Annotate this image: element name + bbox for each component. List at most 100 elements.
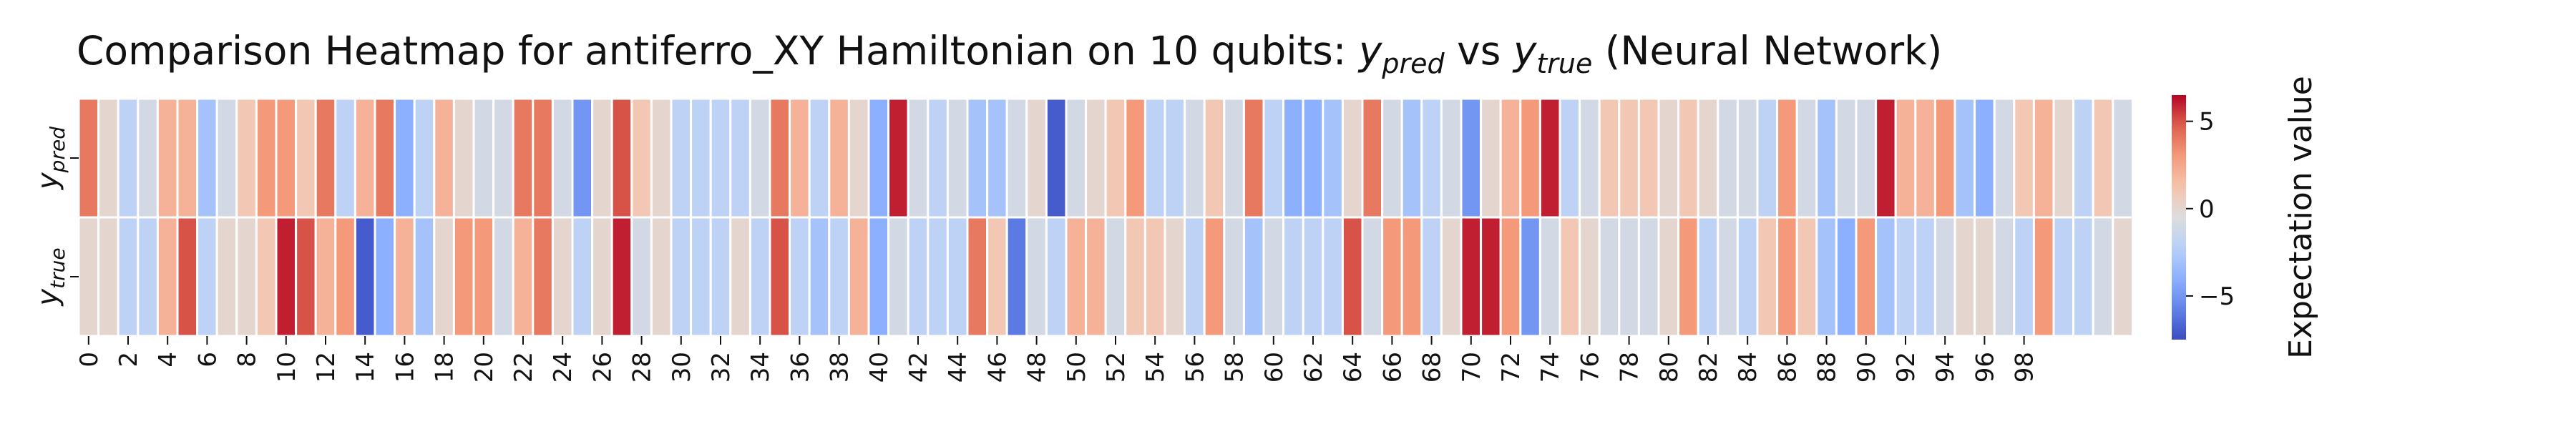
heatmap-cell (492, 216, 514, 337)
heatmap-cell (729, 216, 751, 337)
heatmap-cell (847, 216, 870, 337)
heatmap-cell (1598, 216, 1621, 337)
x-tick-label: 74 (1536, 352, 1565, 383)
heatmap-cell (1677, 97, 1699, 219)
heatmap-cell (472, 97, 495, 219)
heatmap-cell (1697, 97, 1719, 219)
heatmap-cell (828, 97, 850, 219)
heatmap-cell (1381, 216, 1403, 337)
heatmap-cell (551, 97, 574, 219)
heatmap-cell (1756, 216, 1779, 337)
heatmap-cell (314, 216, 337, 337)
heatmap-cell (117, 216, 140, 337)
heatmap-cell (1322, 216, 1344, 337)
heatmap-cell (1322, 97, 1344, 219)
heatmap-cell (610, 216, 633, 337)
y-tick-label: ytrue (31, 247, 69, 306)
heatmap-cell (452, 216, 475, 337)
heatmap-cell (709, 97, 732, 219)
x-tick-label: 64 (1339, 352, 1367, 383)
x-tick-label: 68 (1418, 352, 1447, 383)
heatmap-cell (413, 97, 436, 219)
x-tick-label: 42 (904, 352, 933, 383)
heatmap-cell (1558, 97, 1581, 219)
heatmap-cell (1282, 97, 1304, 219)
heatmap-cell (1579, 216, 1601, 337)
heatmap-cell (1953, 216, 1976, 337)
heatmap-cell (1005, 97, 1028, 219)
heatmap-cell (1223, 216, 1245, 337)
heatmap-cell (1085, 97, 1107, 219)
heatmap-cell (1400, 97, 1423, 219)
heatmap-cell (1499, 216, 1522, 337)
x-tick-label: 22 (509, 352, 538, 383)
heatmap-cell (2072, 216, 2094, 337)
heatmap-cell (2112, 97, 2134, 219)
x-tick-label: 78 (1616, 352, 1644, 383)
x-tick-label: 28 (628, 352, 657, 383)
heatmap-cell (1717, 216, 1739, 337)
heatmap-cell (650, 216, 673, 337)
heatmap-cell (1143, 216, 1166, 337)
heatmap-cell (176, 97, 199, 219)
x-tick-label: 0 (75, 352, 104, 368)
heatmap-cell (532, 216, 554, 337)
colorbar-tick-label: 0 (2199, 195, 2215, 224)
heatmap-cell (1815, 97, 1838, 219)
heatmap-cell (808, 216, 831, 337)
colorbar: −5 0 5 Expectation value (2172, 76, 2319, 359)
heatmap-cell (235, 216, 258, 337)
heatmap-cell (472, 216, 495, 337)
title-subscript-true: true (1536, 48, 1592, 79)
heatmap-cell (1460, 97, 1483, 219)
heatmap-cell (117, 97, 140, 219)
x-tick-label: 4 (154, 352, 182, 368)
heatmap-cell (808, 97, 831, 219)
heatmap-cell (2112, 216, 2134, 337)
x-tick-label: 16 (391, 352, 419, 383)
x-tick-label: 50 (1063, 352, 1091, 383)
heatmap-cell (650, 97, 673, 219)
heatmap-cell (77, 216, 100, 337)
colorbar-label: Expectation value (2283, 76, 2319, 359)
heatmap-cell (255, 216, 278, 337)
heatmap-cell (1538, 97, 1561, 219)
x-tick-label: 18 (431, 352, 459, 383)
heatmap-cell (729, 97, 751, 219)
heatmap-cell (374, 216, 396, 337)
x-tick-label: 86 (1773, 352, 1802, 383)
row-labels: ypred ytrue (31, 127, 79, 307)
heatmap-cell (196, 97, 218, 219)
x-tick-label: 2 (114, 352, 143, 368)
heatmap-cell (610, 97, 633, 219)
heatmap-cell (1400, 216, 1423, 337)
heatmap-cell (1025, 216, 1048, 337)
heatmap-cell (1835, 97, 1858, 219)
x-tick-label: 44 (944, 352, 972, 383)
heatmap-cell (374, 97, 396, 219)
heatmap-cell (1302, 97, 1324, 219)
heatmap-cell (1558, 216, 1581, 337)
heatmap-cell (907, 216, 930, 337)
x-tick-label: 70 (1458, 352, 1486, 383)
x-tick-label: 96 (1971, 352, 1999, 383)
x-tick-label: 26 (588, 352, 617, 383)
heatmap-cell (927, 216, 949, 337)
heatmap-cell (1499, 97, 1522, 219)
heatmap-cell (690, 97, 712, 219)
heatmap-cell (927, 97, 949, 219)
heatmap-cell (1302, 216, 1324, 337)
heatmap-cell (769, 97, 791, 219)
x-tick-label: 58 (1221, 352, 1249, 383)
heatmap-cell (1381, 97, 1403, 219)
x-tick-label: 38 (826, 352, 854, 383)
x-tick-label: 94 (1931, 352, 1960, 383)
heatmap-cell (630, 97, 653, 219)
x-tick-label: 40 (865, 352, 894, 383)
heatmap-cell (1914, 97, 1936, 219)
heatmap-cell (394, 216, 416, 337)
heatmap-cell (1519, 97, 1541, 219)
heatmap-cell (1618, 216, 1640, 337)
heatmap-cell (512, 216, 535, 337)
chart-title: Comparison Heatmap for antiferro_XY Hami… (77, 28, 1942, 79)
